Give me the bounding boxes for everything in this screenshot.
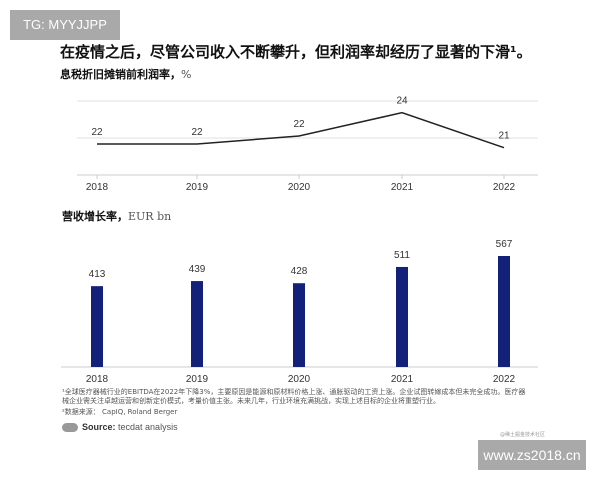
bar-chart-title: 营收增长率，EUR bn [62,210,172,223]
page-title: 在疫情之后，尽管公司收入不断攀升，但利润率却经历了显著的下滑¹。 [60,43,532,61]
bar-data-label: 511 [394,250,410,261]
line-chart-title: 息税折旧摊销前利润率，% [60,68,192,81]
bar-data-label: 413 [89,269,106,280]
x-tick-label: 2018 [86,182,109,193]
x-tick-label: 2018 [86,374,109,385]
x-tick-label: 2020 [288,182,311,193]
x-tick-label: 2021 [391,374,414,385]
footnote-2: ²数据来源： CapIQ, Roland Berger [62,408,178,416]
bar-data-label: 439 [189,264,206,275]
x-tick-label: 2022 [493,182,516,193]
line-data-label: 21 [498,131,510,142]
x-tick-label: 2020 [288,374,311,385]
tecdat-logo-icon [62,423,78,433]
bar [191,281,203,367]
line-data-label: 24 [396,96,408,107]
bar [293,283,305,367]
bar [91,286,103,367]
footnote-1: ¹全球医疗器械行业的EBITDA在2022年下降3%，主要原因是能源和原材料价格… [62,388,526,405]
line-data-label: 22 [91,127,103,138]
watermark-top: TG: MYYJJPP [10,10,120,40]
bar [396,266,408,367]
line-series [97,111,505,149]
x-tick-label: 2021 [391,182,414,193]
line-data-label: 22 [293,119,305,130]
small-watermark: @稀土掘金技术社区 [500,432,546,438]
x-tick-label: 2019 [186,182,209,193]
x-tick-label: 2022 [493,374,516,385]
notes: ¹全球医疗器械行业的EBITDA在2022年下降3%，主要原因是能源和原材料价格… [62,388,532,433]
bar-data-label: 428 [291,266,308,277]
bar [498,256,510,367]
watermark-bottom: www.zs2018.cn [478,440,586,470]
bar-data-label: 567 [496,239,513,250]
x-tick-label: 2019 [186,374,209,385]
line-data-label: 22 [191,127,203,138]
source: Source: tecdat analysis [62,421,532,433]
